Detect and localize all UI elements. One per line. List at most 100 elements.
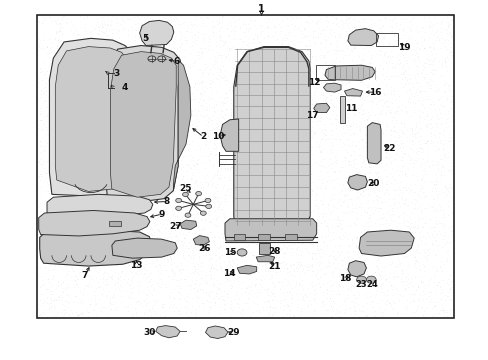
Point bbox=[353, 58, 361, 64]
Point bbox=[230, 268, 238, 274]
Point bbox=[153, 159, 161, 165]
Point bbox=[389, 249, 397, 255]
Point bbox=[405, 24, 413, 30]
Point bbox=[193, 193, 201, 198]
Point bbox=[377, 215, 385, 220]
Point bbox=[109, 57, 117, 63]
Point bbox=[331, 265, 339, 271]
Point bbox=[416, 88, 424, 94]
Point bbox=[162, 51, 169, 57]
Point bbox=[417, 298, 425, 304]
Point bbox=[350, 67, 358, 73]
Point bbox=[61, 169, 68, 175]
Point bbox=[257, 28, 265, 34]
Point bbox=[304, 267, 312, 273]
Point bbox=[395, 262, 403, 267]
Point bbox=[81, 128, 88, 134]
Point bbox=[427, 313, 435, 319]
Point bbox=[42, 179, 50, 185]
Point bbox=[428, 61, 436, 67]
Point bbox=[423, 79, 430, 85]
Point bbox=[223, 263, 230, 269]
Point bbox=[55, 161, 62, 166]
Point bbox=[182, 267, 190, 273]
Point bbox=[447, 284, 455, 289]
Point bbox=[198, 197, 205, 203]
Point bbox=[95, 27, 102, 32]
Point bbox=[59, 288, 66, 294]
Point bbox=[304, 239, 311, 244]
Point bbox=[147, 189, 155, 195]
Point bbox=[152, 43, 160, 49]
Point bbox=[420, 220, 427, 226]
Point bbox=[319, 131, 327, 136]
Point bbox=[244, 276, 252, 282]
Point bbox=[305, 180, 312, 186]
Point bbox=[293, 244, 301, 250]
Point bbox=[401, 188, 409, 193]
Point bbox=[114, 276, 122, 282]
Point bbox=[203, 14, 210, 20]
Point bbox=[196, 280, 204, 286]
Point bbox=[246, 227, 254, 233]
Point bbox=[47, 49, 55, 55]
Point bbox=[181, 235, 189, 241]
Point bbox=[102, 74, 109, 80]
Point bbox=[140, 311, 147, 317]
Point bbox=[71, 145, 79, 151]
Point bbox=[86, 243, 94, 248]
Point bbox=[330, 15, 338, 21]
Point bbox=[267, 272, 275, 278]
Point bbox=[164, 243, 172, 248]
Point bbox=[269, 291, 277, 296]
Point bbox=[137, 116, 145, 122]
Point bbox=[173, 131, 181, 137]
Point bbox=[356, 164, 364, 170]
Point bbox=[112, 314, 120, 320]
Point bbox=[137, 48, 144, 54]
Point bbox=[224, 177, 232, 183]
Point bbox=[285, 242, 292, 248]
Point bbox=[307, 263, 315, 269]
Point bbox=[140, 170, 148, 175]
Point bbox=[98, 18, 106, 23]
Point bbox=[52, 296, 60, 302]
Point bbox=[244, 40, 252, 46]
Point bbox=[191, 277, 199, 283]
Point bbox=[50, 253, 58, 259]
Point bbox=[376, 149, 384, 155]
Point bbox=[186, 221, 194, 227]
Point bbox=[237, 249, 245, 255]
Point bbox=[324, 34, 332, 40]
Point bbox=[436, 277, 444, 283]
Point bbox=[81, 107, 88, 113]
Point bbox=[358, 107, 366, 112]
Point bbox=[428, 300, 436, 305]
Point bbox=[327, 184, 335, 189]
Point bbox=[318, 215, 325, 221]
Point bbox=[327, 129, 335, 134]
Point bbox=[345, 122, 353, 128]
Point bbox=[439, 222, 447, 228]
Point bbox=[114, 184, 122, 189]
Point bbox=[74, 32, 82, 38]
Point bbox=[371, 288, 379, 294]
Point bbox=[214, 235, 222, 240]
Point bbox=[51, 112, 59, 118]
Point bbox=[400, 170, 408, 176]
Point bbox=[250, 31, 258, 36]
Point bbox=[293, 312, 301, 318]
Point bbox=[420, 161, 428, 167]
Point bbox=[246, 256, 254, 261]
Point bbox=[105, 118, 113, 124]
Point bbox=[217, 265, 224, 271]
Point bbox=[84, 45, 92, 50]
Point bbox=[333, 249, 341, 255]
Point bbox=[443, 123, 451, 129]
Point bbox=[387, 292, 395, 298]
Point bbox=[45, 190, 53, 195]
Point bbox=[342, 210, 350, 215]
Point bbox=[116, 104, 124, 110]
Point bbox=[434, 37, 442, 43]
Point bbox=[125, 252, 133, 257]
